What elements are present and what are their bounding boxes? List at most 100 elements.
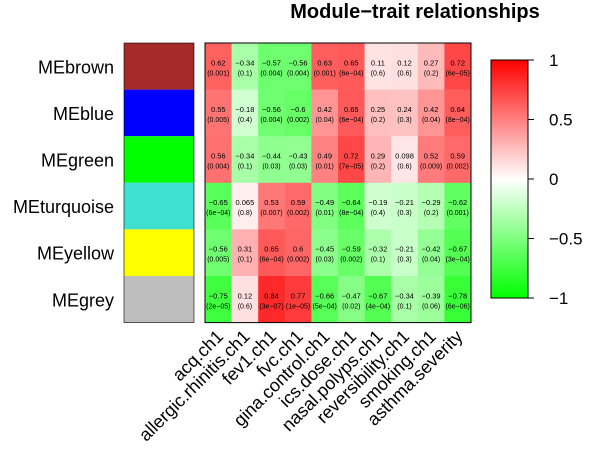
pvalue-label: (0.1) bbox=[238, 164, 252, 171]
pvalue-label: (2e−05) bbox=[206, 303, 230, 310]
heatmap-cell bbox=[258, 229, 286, 277]
pvalue-label: (7e−05) bbox=[339, 164, 363, 171]
heatmap-cell bbox=[205, 182, 232, 230]
pvalue-label: (0.01) bbox=[316, 164, 334, 171]
color-legend: 1 0.5 0 −0.5 −1 bbox=[490, 51, 583, 308]
pvalue-label: (0.1) bbox=[238, 257, 252, 264]
heatmap-cell bbox=[284, 136, 312, 184]
heatmap-cell bbox=[284, 229, 312, 277]
pvalue-label: (4e−04) bbox=[366, 303, 390, 310]
heatmap-cell bbox=[417, 229, 445, 277]
heatmap-cell bbox=[417, 136, 445, 184]
heatmap-cells: 0.62 (0.001) −0.34 (0.1) −0.57 (0.004) −0.56 (0… bbox=[204, 42, 472, 324]
correlation-label: 0.77 bbox=[291, 291, 306, 300]
pvalue-label: (0.002) bbox=[287, 210, 309, 217]
pvalue-label: (0.1) bbox=[238, 70, 252, 77]
correlation-label: −0.39 bbox=[422, 291, 441, 300]
pvalue-label: (0.3) bbox=[397, 257, 411, 264]
module-color-swatch bbox=[124, 43, 194, 90]
correlation-label: 0.62 bbox=[211, 58, 226, 67]
row-label: MEblue bbox=[53, 104, 114, 124]
heatmap-cell bbox=[444, 43, 472, 90]
correlation-label: −0.59 bbox=[342, 245, 361, 254]
correlation-label: −0.44 bbox=[262, 152, 281, 161]
correlation-label: −0.45 bbox=[315, 245, 334, 254]
heatmap-cell bbox=[338, 89, 365, 137]
correlation-label: 0.12 bbox=[397, 58, 412, 67]
heatmap-cell bbox=[338, 182, 365, 230]
correlation-label: −0.62 bbox=[448, 198, 467, 207]
heatmap-cell bbox=[231, 43, 259, 90]
module-color-bar bbox=[123, 42, 195, 323]
heatmap-cell bbox=[284, 182, 312, 230]
correlation-label: 0.6 bbox=[293, 245, 303, 254]
pvalue-label: (0.002) bbox=[447, 164, 469, 171]
heatmap-cell bbox=[364, 182, 392, 230]
heatmap-cell bbox=[391, 182, 419, 230]
pvalue-label: (3e−04) bbox=[446, 257, 470, 264]
row-label: MEyellow bbox=[37, 244, 115, 264]
module-color-swatch bbox=[124, 276, 194, 323]
pvalue-label: (0.3) bbox=[397, 210, 411, 217]
correlation-label: 0.56 bbox=[211, 152, 226, 161]
row-labels: MEbrown MEblue MEgreen MEturquoise MEyellow M… bbox=[13, 57, 115, 310]
heatmap-cell bbox=[258, 89, 286, 137]
heatmap-border bbox=[204, 42, 472, 324]
correlation-label: −0.56 bbox=[262, 105, 281, 114]
pvalue-label: (8e−04) bbox=[446, 117, 470, 124]
correlation-label: −0.34 bbox=[235, 152, 254, 161]
heatmap-cell bbox=[364, 136, 392, 184]
correlation-label: −0.32 bbox=[368, 245, 387, 254]
row-label: MEgrey bbox=[52, 290, 114, 310]
correlation-label: 0.42 bbox=[317, 105, 332, 114]
heatmap-cell bbox=[231, 136, 259, 184]
heatmap-cell bbox=[417, 43, 445, 90]
correlation-label: −0.21 bbox=[395, 198, 414, 207]
pvalue-label: (0.004) bbox=[260, 117, 282, 124]
chart-title: Module−trait relationships bbox=[290, 1, 539, 23]
correlation-label: 0.59 bbox=[450, 152, 465, 161]
pvalue-label: (0.4) bbox=[371, 210, 385, 217]
correlation-label: 0.53 bbox=[264, 198, 279, 207]
correlation-label: 0.65 bbox=[344, 105, 359, 114]
heatmap-cell bbox=[338, 136, 365, 184]
correlation-label: 0.64 bbox=[450, 105, 465, 114]
correlation-label: 0.49 bbox=[317, 152, 332, 161]
heatmap-cell bbox=[284, 276, 312, 323]
pvalue-label: (0.1) bbox=[397, 303, 411, 310]
heatmap-cell bbox=[391, 43, 419, 90]
correlation-label: −0.78 bbox=[448, 291, 467, 300]
correlation-label: 0.55 bbox=[211, 105, 226, 114]
correlation-label: −0.42 bbox=[422, 245, 441, 254]
module-color-swatch bbox=[124, 136, 194, 183]
heatmap-cell bbox=[417, 182, 445, 230]
heatmap-cell bbox=[417, 89, 445, 137]
pvalue-label: (0.2) bbox=[371, 117, 385, 124]
heatmap-cell bbox=[364, 276, 392, 323]
heatmap-cell bbox=[311, 89, 339, 137]
correlation-label: 0.31 bbox=[238, 245, 253, 254]
heatmap-cell bbox=[311, 43, 339, 90]
correlation-label: 0.25 bbox=[371, 105, 386, 114]
pvalue-label: (3e−07) bbox=[259, 303, 283, 310]
correlation-label: 0.29 bbox=[371, 152, 386, 161]
module-color-swatch bbox=[124, 182, 194, 230]
pvalue-label: (0.002) bbox=[340, 257, 362, 264]
heatmap-cell bbox=[258, 136, 286, 184]
pvalue-label: (5e−04) bbox=[313, 303, 337, 310]
pvalue-label: (0.6) bbox=[397, 70, 411, 77]
heatmap-cell bbox=[258, 276, 286, 323]
column-labels: acq.ch1allergic.rhinitis.ch1fev1.ch1fvc.… bbox=[135, 326, 467, 445]
module-color-swatch bbox=[124, 89, 194, 137]
legend-tick-label: 1 bbox=[549, 51, 558, 70]
row-label: MEturquoise bbox=[13, 197, 114, 217]
heatmap-cell bbox=[258, 43, 286, 90]
heatmap-cell bbox=[391, 89, 419, 137]
heatmap-cell bbox=[364, 89, 392, 137]
correlation-label: −0.18 bbox=[235, 105, 254, 114]
correlation-label: 0.63 bbox=[317, 58, 332, 67]
heatmap-cell bbox=[205, 276, 232, 323]
correlation-label: −0.43 bbox=[289, 152, 308, 161]
correlation-label: 0.72 bbox=[344, 152, 359, 161]
heatmap-cell bbox=[444, 182, 472, 230]
